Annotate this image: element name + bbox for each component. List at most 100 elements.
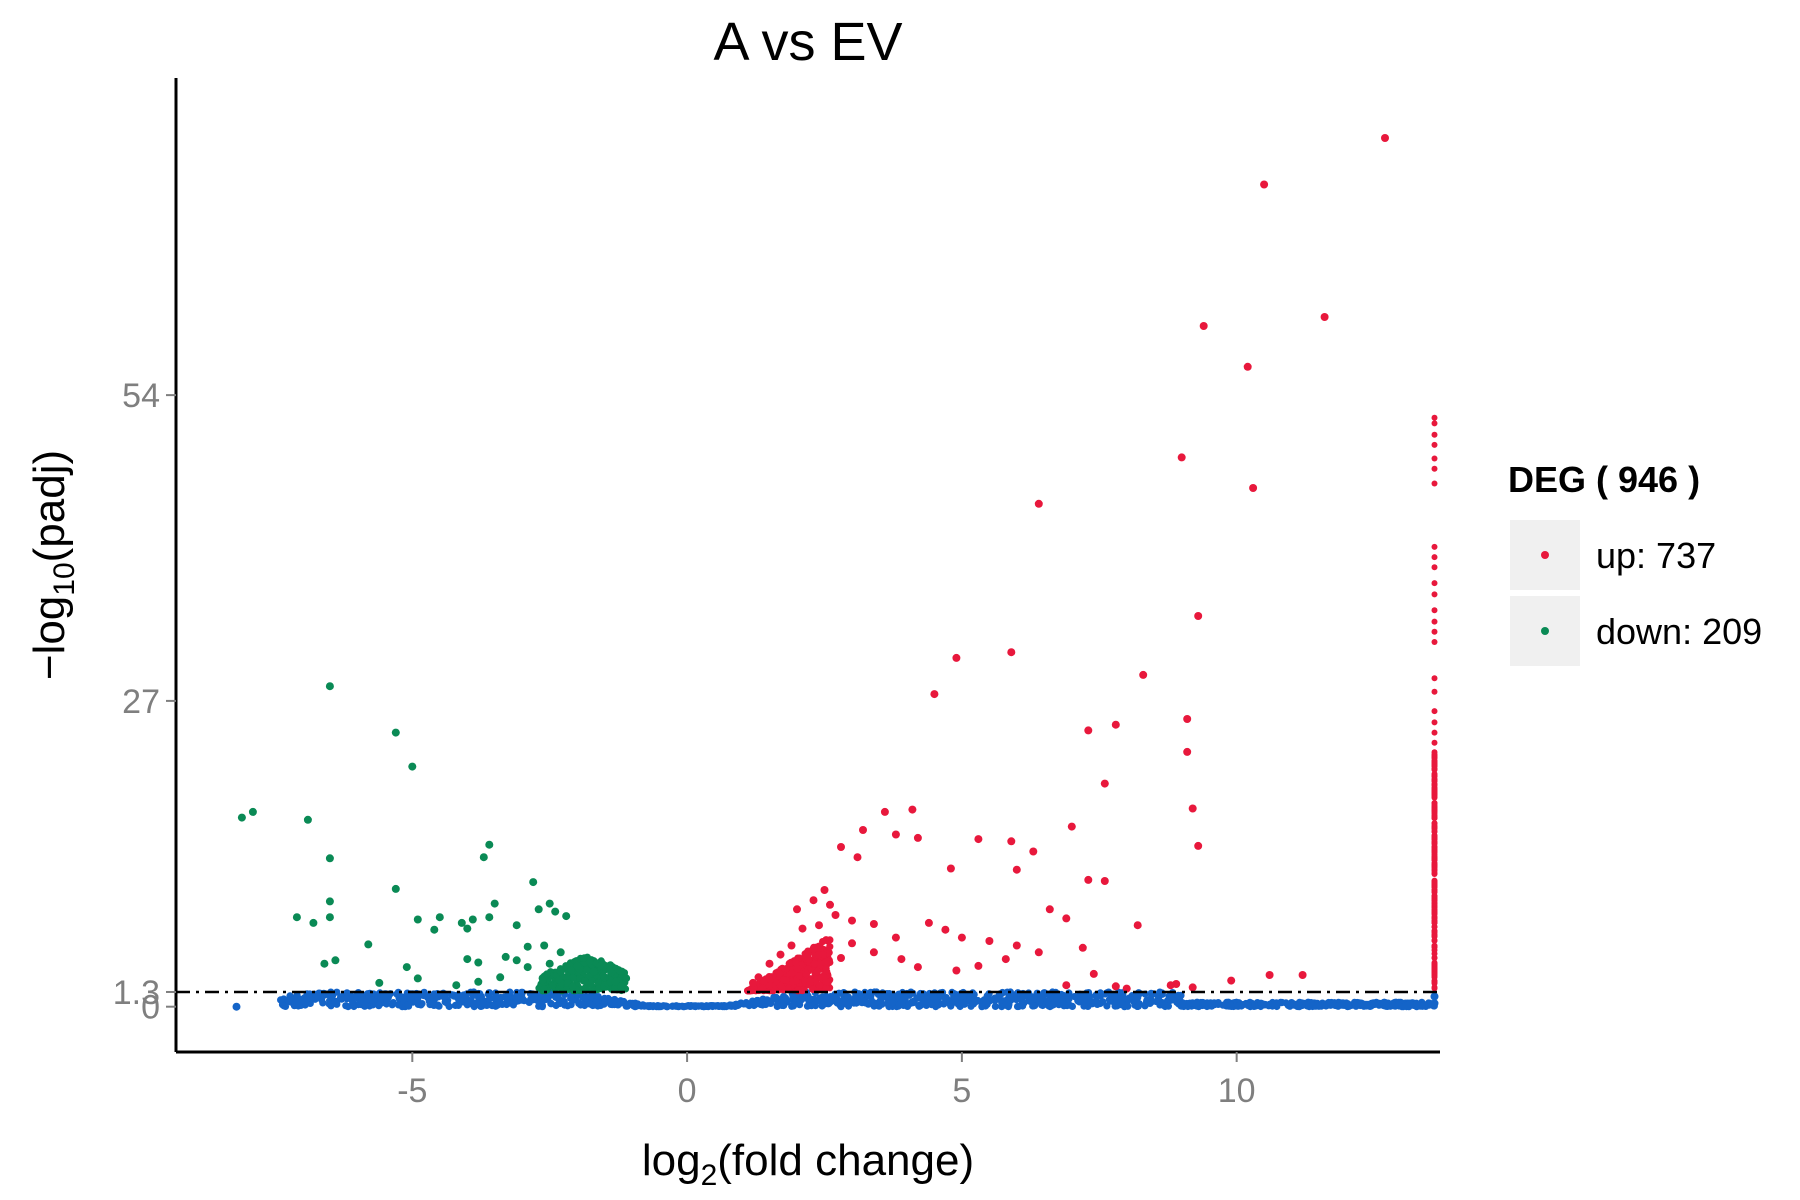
point-nodiff <box>404 1001 412 1009</box>
point-nodiff <box>982 999 990 1007</box>
data-point <box>941 925 950 934</box>
data-point <box>990 995 999 1004</box>
point-down <box>540 985 549 993</box>
point-up <box>777 982 785 990</box>
data-point <box>985 937 994 945</box>
point-up <box>1431 554 1438 561</box>
legend: DEG ( 946 ) up: 737 down: 209 <box>1508 459 1762 666</box>
point-up <box>811 960 819 968</box>
point-down <box>585 958 594 966</box>
data-point <box>946 864 955 873</box>
point-nodiff <box>1258 1000 1267 1008</box>
point-up <box>1431 960 1438 967</box>
point-nodiff <box>1338 1001 1346 1009</box>
data-point <box>452 981 461 990</box>
point-nodiff <box>790 1000 798 1009</box>
data-point <box>815 921 823 930</box>
data-point <box>820 886 829 894</box>
point-nodiff <box>611 995 619 1004</box>
point-nodiff <box>375 1001 383 1009</box>
point-nodiff <box>950 992 958 1001</box>
data-point <box>463 924 472 933</box>
point-nodiff <box>494 1001 502 1009</box>
point-up <box>776 969 784 978</box>
point-nodiff <box>1070 993 1079 1001</box>
point-up <box>1431 618 1438 625</box>
point-nodiff <box>460 991 468 999</box>
point-nodiff <box>879 993 887 1001</box>
legend-dot-down <box>1541 627 1549 635</box>
data-point <box>776 950 785 959</box>
data-point <box>1089 969 1098 978</box>
point-nodiff <box>740 1000 748 1008</box>
data-point <box>501 952 510 961</box>
data-point <box>413 915 422 924</box>
data-point <box>430 925 439 934</box>
nodiff-band <box>277 988 1438 1011</box>
point-nodiff <box>1026 993 1034 1002</box>
point-nodiff <box>503 998 512 1006</box>
point-up <box>1431 937 1438 944</box>
data-point <box>325 913 334 922</box>
data-point <box>974 835 983 844</box>
data-point <box>1084 726 1093 735</box>
point-up <box>1431 788 1438 795</box>
point-nodiff <box>424 993 432 1002</box>
point-nodiff <box>1156 1001 1164 1009</box>
point-nodiff <box>663 1002 671 1010</box>
point-down <box>543 970 551 978</box>
data-point <box>1430 992 1439 1001</box>
point-nodiff <box>908 998 916 1006</box>
point-nodiff <box>942 994 950 1002</box>
point-up <box>822 984 830 992</box>
point-down <box>569 974 577 982</box>
x-tick-label: 10 <box>1218 1072 1256 1110</box>
point-nodiff <box>302 999 310 1007</box>
legend-dot-up <box>1541 551 1549 559</box>
point-nodiff <box>1369 999 1377 1007</box>
point-nodiff <box>284 996 292 1004</box>
point-nodiff <box>1278 999 1286 1007</box>
data-point <box>1183 715 1192 723</box>
data-point <box>1260 180 1269 189</box>
data-point <box>1062 981 1071 990</box>
point-nodiff <box>1115 988 1123 996</box>
point-nodiff <box>1144 998 1152 1006</box>
point-nodiff <box>867 988 875 996</box>
data-point <box>1034 948 1043 957</box>
data-point <box>589 967 598 976</box>
data-point <box>880 807 889 816</box>
data-point <box>237 813 246 822</box>
point-up <box>1431 420 1438 427</box>
point-up <box>1431 455 1438 462</box>
point-nodiff <box>680 1003 688 1011</box>
data-point <box>303 815 312 824</box>
point-down <box>583 966 591 974</box>
point-nodiff <box>319 999 327 1007</box>
point-nodiff <box>569 996 577 1005</box>
point-up <box>1431 867 1438 874</box>
point-nodiff <box>1111 993 1119 1002</box>
point-up <box>1431 739 1438 746</box>
point-up <box>1431 580 1438 587</box>
data-point <box>1012 941 1021 950</box>
data-point <box>523 942 532 951</box>
data-point <box>600 973 609 982</box>
data-point <box>1188 804 1197 813</box>
legend-title: DEG ( 946 ) <box>1508 459 1700 500</box>
data-point <box>1243 362 1252 371</box>
point-nodiff <box>947 1001 955 1009</box>
point-up <box>1431 848 1438 855</box>
data-point <box>809 944 818 953</box>
point-up <box>802 971 811 979</box>
point-nodiff <box>896 994 904 1002</box>
point-nodiff <box>1209 1000 1217 1008</box>
point-up <box>1431 862 1438 869</box>
point-up <box>806 978 814 987</box>
point-up <box>759 984 767 992</box>
data-point <box>534 905 543 914</box>
point-nodiff <box>1352 1002 1360 1010</box>
data-point <box>908 805 917 814</box>
data-point <box>1045 905 1054 914</box>
data-point <box>474 977 483 986</box>
